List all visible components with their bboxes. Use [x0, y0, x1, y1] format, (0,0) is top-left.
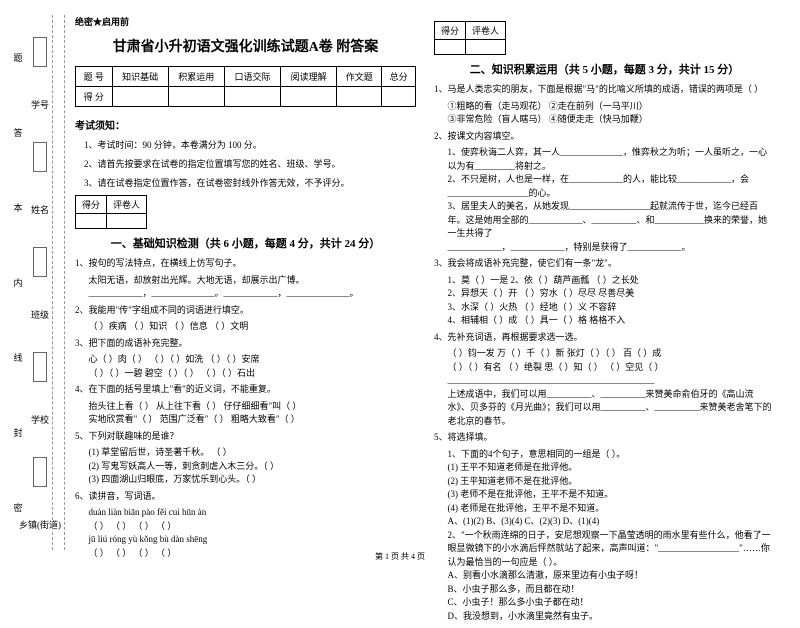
- s2q5-c: C、小虫子！那么多小虫子都在动！: [448, 596, 776, 610]
- s2q2-l1: 1、使弈秋诲二人弈，其一人______________，惟弈秋之为听；一人虽听之…: [448, 146, 776, 173]
- th: 积累运用: [168, 67, 224, 87]
- q5-l3: (3) 四面湖山归眼底，万家忧乐到心头。（ ）: [89, 473, 417, 487]
- content-area: 绝密★启用前 甘肃省小升初语文强化训练试题A卷 附答案 题 号 知识基础 积累运…: [75, 15, 775, 623]
- s2q5-a: A、别看小水滴那么清澈，原来里边有小虫子呀！: [448, 569, 776, 583]
- th: 阅读理解: [281, 67, 337, 87]
- td: 评卷人: [107, 196, 147, 214]
- s2q5-d: D、我没想到，小水滴里竟然有虫子。: [448, 610, 776, 624]
- th: 口语交际: [224, 67, 280, 87]
- th: 作文题: [337, 67, 382, 87]
- td: [337, 87, 382, 107]
- right-column: 得分 评卷人 二、知识积累运用（共 5 小题，每题 3 分，共计 15 分） 1…: [434, 15, 775, 623]
- q6: 6、读拼音，写词语。: [75, 490, 416, 504]
- s2q5-p2: 2、"一个秋雨连绵的日子，安尼想观察一下晶莹透明的雨水里有些什么，他看了一眼显微…: [448, 529, 776, 570]
- s2q5-choices: A、(1)(2) B、(3)(4) C、(2)(3) D、(1)(4): [448, 515, 776, 529]
- q2: 2、我能用"传"字组成不同的词语进行填空。: [75, 304, 416, 318]
- small-score-table: 得分 评卷人: [434, 21, 506, 55]
- s2q3-l2: 2、异想天（ ）开 （ ）穷水（ ）尽尽 尽善尽美: [448, 287, 776, 301]
- s2q3: 3、我会将成语补充完整，使它们有一条"龙"。: [434, 257, 775, 271]
- s2q3-l3: 3、水深（ ）火热 （ ）经地（ ）义 不容辞: [448, 301, 776, 315]
- q2-line: （ ）疾病 （ ）知识 （ ）信息 （ ）文明: [89, 320, 417, 334]
- q4-l1: 抬头往上看（ ） 从上往下看（ ） 仔仔细细看"叫（ ）: [89, 400, 417, 414]
- s2q2-l3: 3、居里夫人的美名，从她发现__________________起就流传于世，迄…: [448, 200, 776, 241]
- table-row: 得 分: [76, 87, 416, 107]
- notice-item: 1、考试时间：90 分钟，本卷满分为 100 分。: [75, 138, 416, 151]
- page: 绝密★启用前 甘肃省小升初语文强化训练试题A卷 附答案 题 号 知识基础 积累运…: [0, 0, 800, 628]
- td: [382, 87, 416, 107]
- section2-title: 二、知识积累运用（共 5 小题，每题 3 分，共计 15 分）: [434, 61, 775, 77]
- s2q1-l1: ①粗略的看（走马观花） ②走在前列（一马平川）: [448, 100, 776, 114]
- s2q4: 4、先补充词语，再根据要求选一选。: [434, 331, 775, 345]
- s2q2-l4: ____________，____________，特别是获得了________…: [448, 241, 776, 255]
- table-row: 题 号 知识基础 积累运用 口语交际 阅读理解 作文题 总分: [76, 67, 416, 87]
- q6-l3: jū liú róng yù kǒng bù dàn shēng: [89, 533, 417, 547]
- left-column: 绝密★启用前 甘肃省小升初语文强化训练试题A卷 附答案 题 号 知识基础 积累运…: [75, 15, 416, 623]
- table-row: 得分 评卷人: [76, 196, 147, 214]
- q1-blanks: ____________，______________。____________…: [89, 287, 417, 301]
- th: 题 号: [76, 67, 113, 87]
- s2q4-blank: ________________________________________…: [448, 374, 776, 388]
- table-row: 得分 评卷人: [435, 22, 506, 40]
- s2q2-l2: 2、不只是树，人也是一样，在____________的人，能比较________…: [448, 173, 776, 200]
- s2q5-l4: (3) 老师不是在批评他，王平不是不知道。: [448, 488, 776, 502]
- notice-item: 3、请在试卷指定位置作答，在试卷密封线外作答无效，不予评分。: [75, 176, 416, 189]
- table-row: [76, 214, 147, 229]
- s2q1-l2: ③非常危险（盲人瞎马） ④随便走走（快马加鞭）: [448, 113, 776, 127]
- s2q5: 5、将选择填。: [434, 431, 775, 445]
- th: 总分: [382, 67, 416, 87]
- q6-l1: duàn liàn biān pào fěi cuì hūn àn: [89, 506, 417, 520]
- q3-l1: 心（ ）肉（ ） （ ）（ ）如洗 （ ）（ ）安席: [89, 353, 417, 367]
- th: 知识基础: [112, 67, 168, 87]
- td: [435, 40, 466, 55]
- s2q5-l2: (1) 王平不知道老师是在批评他。: [448, 461, 776, 475]
- td: 得分: [76, 196, 107, 214]
- s2q1: 1、马是人类忠实的朋友，下面是根据"马"的比喻义所填的成语，错误的两项是（ ）: [434, 83, 775, 97]
- td: [76, 214, 107, 229]
- q4-l2: 实地欣赏看"（ ） 范围广泛看"（ ） 粗略大致看"（ ）: [89, 413, 417, 427]
- confidential-mark: 绝密★启用前: [75, 15, 416, 28]
- td: [281, 87, 337, 107]
- exam-title: 甘肃省小升初语文强化训练试题A卷 附答案: [75, 36, 416, 56]
- q4: 4、在下面的括号里填上"看"的近义词，不能重复。: [75, 383, 416, 397]
- td: 得分: [435, 22, 466, 40]
- q3: 3、把下面的成语补充完整。: [75, 337, 416, 351]
- td: [168, 87, 224, 107]
- s2q3-l1: 1、莫（ ）一是 2、依（ ）葫芦画瓢 （ ）之长处: [448, 274, 776, 288]
- td: 得 分: [76, 87, 113, 107]
- td: [107, 214, 147, 229]
- s2q4-l2: （ ）（ ）有名 （ ）绝裂 思（ ）知（ ） （ ）空见（ ）: [448, 361, 776, 375]
- s2q3-l4: 4、相辅相（ ）成 （ ）具一（ ）格 格格不入: [448, 314, 776, 328]
- s2q5-l3: (2) 王平知道老师不是在批评他。: [448, 475, 776, 489]
- s2q5-l5: (4) 老师是在批评他，王平不是不知道。: [448, 502, 776, 516]
- td: 评卷人: [466, 22, 506, 40]
- q6-l2: （ ） （ ） （ ） （ ）: [89, 520, 417, 534]
- td: [112, 87, 168, 107]
- q5-l1: (1) 草堂留后世，诗圣著千秋。 （ ）: [89, 446, 417, 460]
- q3-l2: （ ）（ ）一碧 碧空（ ）（ ） （ ）（ ）石出: [89, 367, 417, 381]
- notice-heading: 考试须知：: [75, 117, 416, 132]
- score-table: 题 号 知识基础 积累运用 口语交际 阅读理解 作文题 总分 得 分: [75, 66, 416, 107]
- q1-line: 太阳无语，却放射出光辉。大地无语，却展示出广博。: [89, 274, 417, 288]
- s2q5-l1: 1、下面的4个句子，意思相同的一组是（ ）。: [448, 448, 776, 462]
- table-row: [435, 40, 506, 55]
- page-footer: 第 1 页 共 4 页: [0, 551, 800, 562]
- s2q2: 2、按课文内容填空。: [434, 130, 775, 144]
- small-score-table: 得分 评卷人: [75, 195, 147, 229]
- td: [466, 40, 506, 55]
- s2q4-l1: （ ）钧一发 万（ ）千（ ）新 张灯（ ）（ ） 百（ ）成: [448, 347, 776, 361]
- s2q5-b: B、小虫子那么多，而且都在动！: [448, 583, 776, 597]
- section1-title: 一、基础知识检测（共 6 小题，每题 4 分，共计 24 分）: [75, 235, 416, 251]
- s2q4-txt1: 上述成语中，我们可以用__________、__________来赞美命俞伯牙的…: [448, 388, 776, 429]
- td: [224, 87, 280, 107]
- notice-item: 2、请首先按要求在试卷的指定位置填写您的姓名、班级、学号。: [75, 157, 416, 170]
- q5: 5、下列对联趣味的是谁？: [75, 430, 416, 444]
- q1: 1、按句的写法特点，在横线上仿写句子。: [75, 257, 416, 271]
- q5-l2: (2) 写鬼写妖高人一等，刺贪刺虐入木三分。（ ）: [89, 460, 417, 474]
